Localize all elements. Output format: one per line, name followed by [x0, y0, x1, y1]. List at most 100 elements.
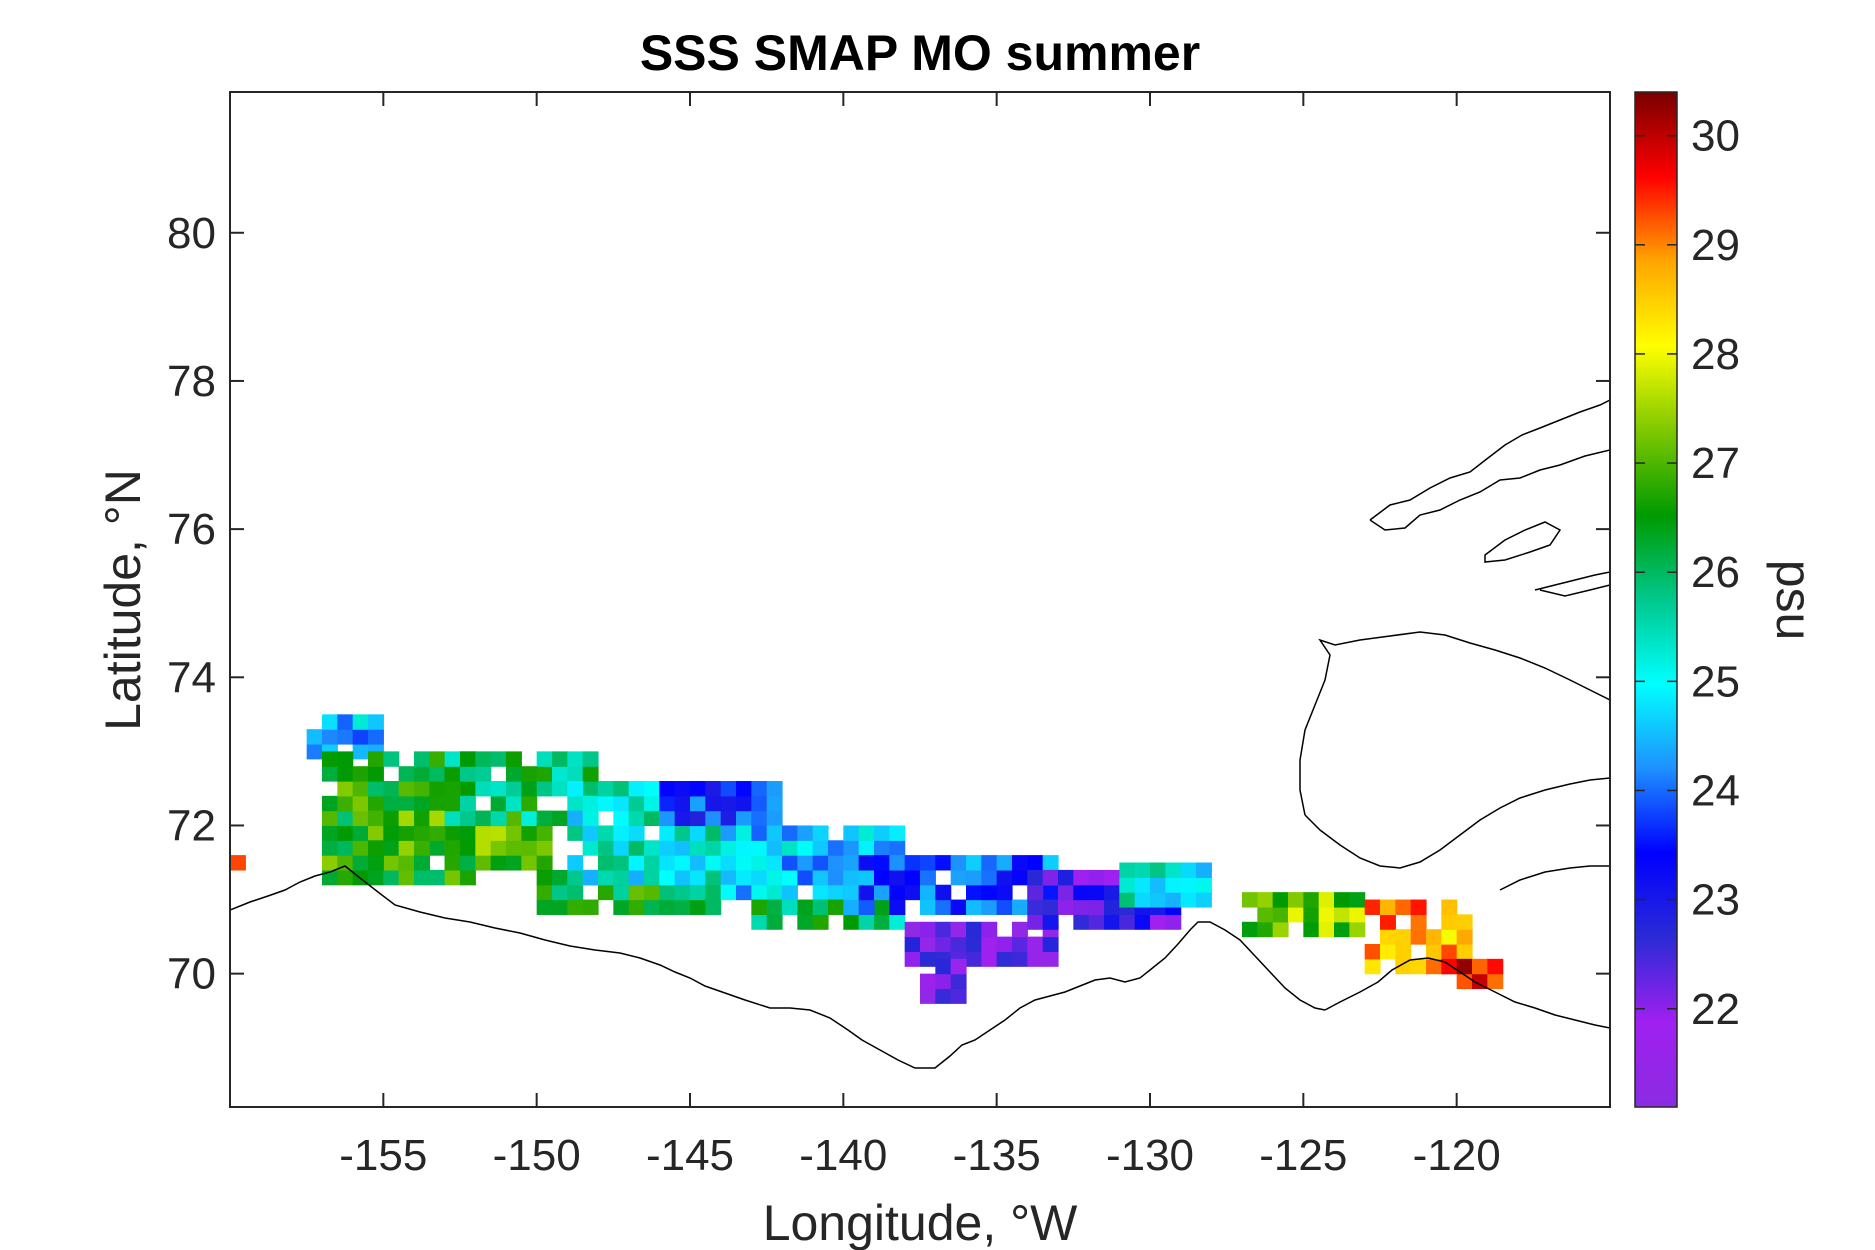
heatmap-cell	[506, 751, 522, 767]
heatmap-cell	[674, 855, 691, 871]
heatmap-cell	[920, 951, 936, 967]
heatmap-cell	[996, 884, 1013, 901]
y-tick-label: 76	[167, 505, 216, 554]
heatmap-cell	[567, 766, 584, 782]
heatmap-cell	[935, 973, 952, 990]
heatmap-cell	[705, 795, 722, 812]
heatmap-cell	[444, 810, 461, 827]
coastline-prince-patrick	[1484, 521, 1562, 563]
heatmap-cell	[490, 825, 507, 841]
heatmap-cell	[751, 825, 768, 841]
heatmap-cell	[1196, 877, 1212, 893]
heatmap-cell	[1042, 884, 1059, 901]
heatmap-cell	[383, 869, 400, 886]
heatmap-cell	[843, 884, 860, 901]
heatmap-cell	[352, 781, 369, 797]
heatmap-cell	[858, 825, 875, 841]
heatmap-cell	[536, 766, 553, 782]
heatmap-cell	[628, 781, 645, 797]
heatmap-cell	[1257, 921, 1274, 938]
heatmap-cell	[1042, 936, 1059, 953]
heatmap-cell	[1272, 892, 1289, 908]
heatmap-cell	[889, 825, 906, 841]
heatmap-cell	[690, 884, 706, 901]
heatmap-cell	[690, 899, 706, 915]
heatmap-cell	[337, 855, 354, 871]
heatmap-cell	[828, 855, 844, 871]
heatmap-cell	[705, 781, 722, 797]
heatmap-cell	[705, 855, 722, 871]
coastline-channel	[1534, 571, 1610, 597]
heatmap-cell	[1088, 884, 1105, 901]
heatmap-cell	[644, 810, 660, 827]
heatmap-cell	[751, 914, 768, 930]
heatmap-cell	[506, 840, 522, 856]
heatmap-cell	[337, 825, 354, 841]
heatmap-cell	[337, 729, 354, 745]
y-tick-label: 74	[167, 653, 216, 702]
heatmap-cell	[536, 855, 553, 871]
heatmap-cell	[429, 795, 446, 812]
heatmap-cell	[490, 840, 507, 856]
heatmap-cell	[567, 825, 584, 841]
heatmap-cell	[751, 855, 768, 871]
heatmap-cell	[1303, 921, 1320, 938]
heatmap-cell	[598, 840, 614, 856]
heatmap-cell	[1134, 877, 1151, 893]
colorbar-tick-label: 29	[1691, 221, 1740, 270]
plot-area: -155 -150 -145 -140 -135 -130 -125 -120 7072747…	[167, 91, 1611, 1180]
heatmap-cell	[659, 855, 676, 871]
heatmap-cell	[398, 840, 415, 856]
heatmap-cell	[398, 825, 415, 841]
heatmap-cell	[1364, 944, 1381, 960]
heatmap-cell	[398, 795, 415, 812]
heatmap-cell	[1318, 921, 1335, 938]
heatmap-cell	[874, 869, 890, 886]
heatmap-cell	[1119, 892, 1136, 908]
heatmap-cell	[812, 869, 829, 886]
heatmap-cell	[782, 899, 798, 915]
heatmap-cell	[475, 855, 492, 871]
heatmap-cell	[1426, 929, 1442, 945]
heatmap-cell	[352, 714, 369, 730]
heatmap-cell	[720, 869, 737, 886]
x-tick-label: -145	[646, 1131, 734, 1180]
chart-title: SSS SMAP MO summer	[640, 25, 1200, 81]
heatmap-cell	[567, 855, 584, 871]
heatmap-cell	[582, 751, 599, 767]
heatmap-cell	[1318, 892, 1335, 908]
heatmap-cell	[1012, 869, 1028, 886]
heatmap-cell	[1180, 877, 1197, 893]
heatmap-cell	[1134, 862, 1151, 878]
heatmap-cell	[444, 781, 461, 797]
heatmap-cell	[352, 795, 369, 812]
heatmap-cell	[904, 869, 921, 886]
heatmap-cell	[1472, 958, 1488, 975]
heatmap-cell	[352, 743, 369, 760]
heatmap-cell	[966, 936, 982, 953]
heatmap-cell	[383, 810, 400, 827]
heatmap-cell	[751, 899, 768, 915]
heatmap-cell	[398, 869, 415, 886]
heatmap-cell	[1487, 958, 1504, 975]
heatmap-cell	[659, 795, 676, 812]
heatmap-cell	[1088, 869, 1105, 886]
heatmap-cell	[1042, 869, 1059, 886]
heatmap-cell	[1426, 944, 1442, 960]
coastline-alaska	[230, 865, 1326, 1069]
heatmap-cell	[1073, 884, 1090, 901]
heatmap-cell	[337, 781, 354, 797]
heatmap-cell	[1196, 892, 1212, 908]
heatmap-cell	[444, 766, 461, 782]
heatmap-cell	[460, 766, 476, 782]
heatmap-cell	[1012, 951, 1028, 967]
heatmap-cell	[352, 855, 369, 871]
heatmap-cell	[674, 825, 691, 841]
heatmap-cell	[460, 751, 476, 767]
plot-frame	[229, 91, 1611, 1108]
colorbar-ticks: 22 23 24 25 26 27 28 29 30	[1635, 112, 1740, 1034]
heatmap-cell	[368, 825, 384, 841]
heatmap-cell	[874, 840, 890, 856]
heatmap-cell	[751, 795, 768, 812]
heatmap-cell	[1487, 973, 1504, 990]
